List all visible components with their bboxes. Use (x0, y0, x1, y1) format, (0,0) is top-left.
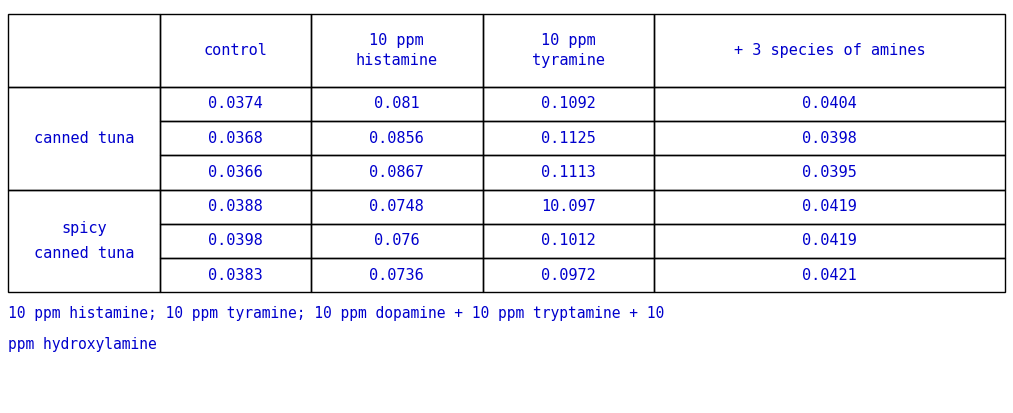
Bar (654, 224, 1005, 258)
Bar (311, 190, 482, 224)
Text: canned tuna: canned tuna (33, 131, 134, 146)
Bar (311, 87, 482, 121)
Bar (311, 121, 482, 155)
Bar (160, 190, 311, 224)
Text: 0.0366: 0.0366 (208, 165, 262, 180)
Bar (311, 224, 482, 258)
Text: 0.081: 0.081 (374, 96, 419, 112)
Bar (654, 14, 1005, 87)
Bar (160, 224, 311, 258)
Bar (654, 87, 1005, 121)
Bar (160, 121, 311, 155)
Text: control: control (204, 43, 267, 58)
Bar (482, 121, 654, 155)
Text: spicy
canned tuna: spicy canned tuna (33, 221, 134, 261)
Text: 10.097: 10.097 (541, 199, 596, 214)
Text: 0.1012: 0.1012 (541, 233, 596, 249)
Bar (482, 190, 654, 224)
Text: 0.0398: 0.0398 (802, 131, 857, 146)
Bar (654, 155, 1005, 190)
Text: 0.0368: 0.0368 (208, 131, 262, 146)
Bar (482, 155, 654, 190)
Text: 0.1125: 0.1125 (541, 131, 596, 146)
Bar (311, 14, 482, 87)
Text: 0.0972: 0.0972 (541, 268, 596, 283)
Text: 0.0374: 0.0374 (208, 96, 262, 112)
Text: 0.0404: 0.0404 (802, 96, 857, 112)
Text: 0.076: 0.076 (374, 233, 419, 249)
Text: 0.0383: 0.0383 (208, 268, 262, 283)
Text: 0.0748: 0.0748 (370, 199, 424, 214)
Bar (654, 258, 1005, 292)
Text: + 3 species of amines: + 3 species of amines (733, 43, 925, 58)
Text: 10 ppm histamine; 10 ppm tyramine; 10 ppm dopamine + 10 ppm tryptamine + 10: 10 ppm histamine; 10 ppm tyramine; 10 pp… (8, 306, 665, 320)
Text: 0.0736: 0.0736 (370, 268, 424, 283)
Bar (311, 155, 482, 190)
Text: 0.0421: 0.0421 (802, 268, 857, 283)
Bar (482, 14, 654, 87)
Bar (160, 14, 311, 87)
Bar (482, 87, 654, 121)
Bar (160, 87, 311, 121)
Text: 0.0419: 0.0419 (802, 199, 857, 214)
Text: 0.0398: 0.0398 (208, 233, 262, 249)
Text: 0.0867: 0.0867 (370, 165, 424, 180)
Bar (654, 121, 1005, 155)
Text: 0.1113: 0.1113 (541, 165, 596, 180)
Text: ppm hydroxylamine: ppm hydroxylamine (8, 337, 157, 351)
Text: 10 ppm
tyramine: 10 ppm tyramine (532, 33, 605, 68)
Text: 10 ppm
histamine: 10 ppm histamine (356, 33, 438, 68)
Bar (8, 87, 160, 190)
Bar (482, 224, 654, 258)
Bar (8, 14, 160, 87)
Text: 0.0419: 0.0419 (802, 233, 857, 249)
Bar (654, 190, 1005, 224)
Bar (311, 258, 482, 292)
Text: 0.0395: 0.0395 (802, 165, 857, 180)
Bar (8, 190, 160, 292)
Bar (160, 155, 311, 190)
Text: 0.0856: 0.0856 (370, 131, 424, 146)
Bar (160, 258, 311, 292)
Text: 0.0388: 0.0388 (208, 199, 262, 214)
Bar (482, 258, 654, 292)
Text: 0.1092: 0.1092 (541, 96, 596, 112)
